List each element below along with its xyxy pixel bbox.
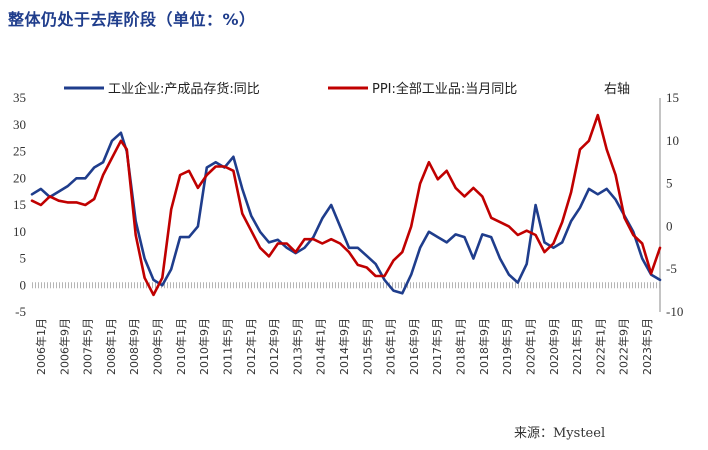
y-left-tick-7: 30 [13, 117, 26, 132]
x-tick-6: 2010年1月 [174, 318, 188, 375]
x-tick-23: 2021年5月 [570, 318, 584, 375]
x-tick-17: 2017年5月 [430, 318, 444, 375]
y-left-tick-2: 5 [20, 251, 27, 266]
y-right-tick-3: 5 [666, 176, 673, 191]
legend-label-ppi: PPI:全部工业品:当月同比 [372, 81, 517, 97]
x-tick-8: 2011年5月 [220, 318, 234, 375]
x-tick-3: 2008年1月 [104, 318, 118, 375]
x-tick-13: 2014年9月 [337, 318, 351, 375]
x-tick-24: 2022年1月 [593, 318, 607, 375]
y-right-tick-2: 0 [666, 218, 673, 233]
x-tick-0: 2006年1月 [34, 318, 48, 375]
x-tick-2: 2007年5月 [81, 318, 95, 375]
y-left-tick-4: 15 [13, 197, 26, 212]
y-left-tick-0: -5 [15, 304, 26, 319]
x-tick-7: 2010年9月 [197, 318, 211, 375]
y-left-tick-5: 20 [13, 170, 26, 185]
legend-label-right-axis: 右轴 [604, 82, 630, 97]
y-left-tick-8: 35 [13, 90, 26, 105]
x-tick-4: 2008年9月 [127, 318, 141, 375]
x-tick-5: 2009年5月 [151, 318, 165, 375]
y-left-tick-6: 25 [13, 144, 26, 159]
x-tick-15: 2016年1月 [384, 318, 398, 375]
x-tick-1: 2006年9月 [57, 318, 71, 375]
x-tick-20: 2019年5月 [500, 318, 514, 375]
x-tick-22: 2020年9月 [547, 318, 561, 375]
x-tick-11: 2013年5月 [290, 318, 304, 375]
source-note: 来源：Mysteel [514, 426, 605, 441]
y-right-tick-1: -5 [666, 261, 677, 276]
y-left-tick-1: 0 [20, 277, 27, 292]
series-line-ppi [30, 113, 662, 297]
legend: 工业企业:产成品存货:同比 PPI:全部工业品:当月同比 右轴 [64, 81, 630, 97]
x-tick-25: 2022年9月 [617, 318, 631, 375]
chart-title: 整体仍处于去库阶段（单位：%） [8, 10, 256, 29]
legend-label-inventory: 工业企业:产成品存货:同比 [108, 81, 260, 97]
y-right-tick-5: 15 [666, 90, 679, 105]
x-tick-18: 2018年1月 [454, 318, 468, 375]
x-tick-14: 2015年5月 [360, 318, 374, 375]
x-tick-12: 2014年1月 [314, 318, 328, 375]
y-left-tick-3: 10 [13, 224, 26, 239]
y-right-tick-0: -10 [666, 304, 683, 319]
x-tick-9: 2012年1月 [244, 318, 258, 375]
y-right-tick-4: 10 [666, 133, 679, 148]
x-tick-21: 2020年1月 [523, 318, 537, 375]
x-tick-10: 2012年9月 [267, 318, 281, 375]
x-tick-26: 2023年5月 [640, 318, 654, 375]
x-tick-16: 2016年9月 [407, 318, 421, 375]
x-tick-19: 2018年9月 [477, 318, 491, 375]
